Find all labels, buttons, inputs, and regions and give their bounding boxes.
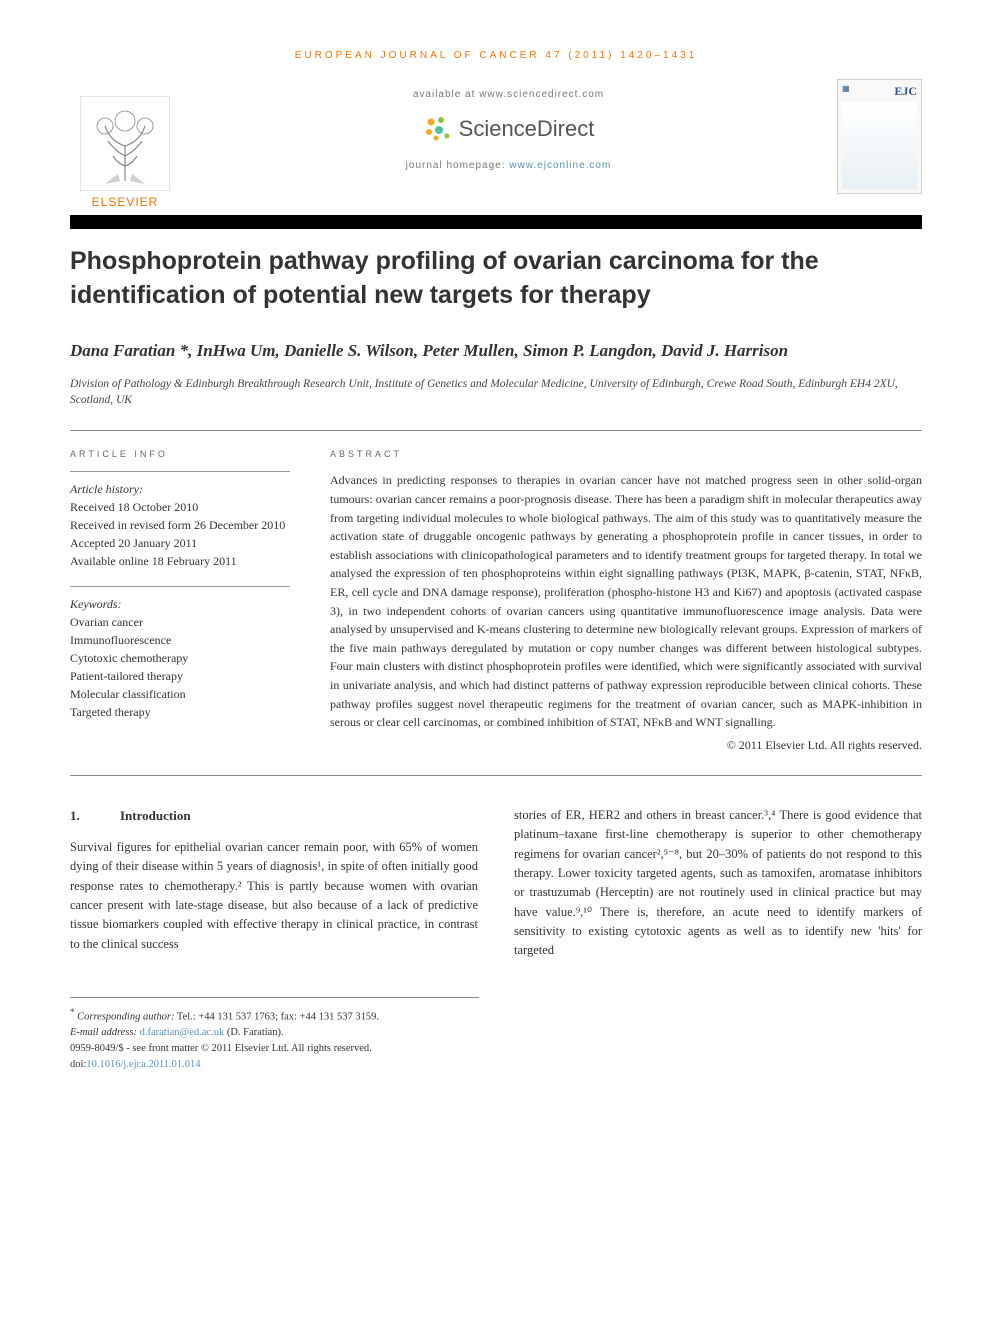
- section-number: 1.: [70, 806, 120, 826]
- homepage-label: journal homepage:: [406, 160, 510, 171]
- journal-cover-thumbnail: ▦ EJC: [837, 79, 922, 194]
- cover-image-placeholder: [842, 102, 917, 189]
- doi-link[interactable]: 10.1016/j.ejca.2011.01.014: [86, 1059, 200, 1070]
- body-columns: 1.Introduction Survival figures for epit…: [70, 806, 922, 961]
- corr-text: Tel.: +44 131 537 1763; fax: +44 131 537…: [174, 1011, 379, 1022]
- email-label: E-mail address:: [70, 1027, 140, 1038]
- doi-label: doi:: [70, 1059, 86, 1070]
- elsevier-label: ELSEVIER: [92, 195, 159, 209]
- intro-paragraph-2: stories of ER, HER2 and others in breast…: [514, 806, 922, 961]
- intro-paragraph-1: Survival figures for epithelial ovarian …: [70, 838, 478, 954]
- journal-homepage: journal homepage: www.ejconline.com: [198, 160, 819, 171]
- available-at-text: available at www.sciencedirect.com: [198, 89, 819, 100]
- abstract-label: ABSTRACT: [330, 449, 922, 459]
- authors-text: Dana Faratian *, InHwa Um, Danielle S. W…: [70, 341, 788, 360]
- history-online: Available online 18 February 2011: [70, 554, 237, 568]
- cover-ejc-label: EJC: [894, 84, 917, 99]
- affiliation: Division of Pathology & Edinburgh Breakt…: [70, 376, 922, 408]
- email-line: E-mail address: d.faratian@ed.ac.uk (D. …: [70, 1025, 479, 1041]
- keyword: Patient-tailored therapy: [70, 669, 183, 683]
- divider: [70, 775, 922, 776]
- abstract-column: ABSTRACT Advances in predicting response…: [330, 449, 922, 752]
- journal-page: EUROPEAN JOURNAL OF CANCER 47 (2011) 142…: [0, 0, 992, 1112]
- keyword: Ovarian cancer: [70, 615, 143, 629]
- body-col-left: 1.Introduction Survival figures for epit…: [70, 806, 478, 961]
- sciencedirect-logo: ScienceDirect: [198, 114, 819, 144]
- history-received: Received 18 October 2010: [70, 500, 198, 514]
- corresponding-author: * Corresponding author: Tel.: +44 131 53…: [70, 1006, 479, 1025]
- homepage-link[interactable]: www.ejconline.com: [509, 160, 611, 171]
- journal-reference: EUROPEAN JOURNAL OF CANCER 47 (2011) 142…: [70, 50, 922, 61]
- doi-line: doi:10.1016/j.ejca.2011.01.014: [70, 1057, 479, 1073]
- article-title: Phosphoprotein pathway profiling of ovar…: [70, 245, 922, 313]
- history-accepted: Accepted 20 January 2011: [70, 536, 197, 550]
- copyright-line: © 2011 Elsevier Ltd. All rights reserved…: [330, 738, 922, 753]
- header-block: ELSEVIER available at www.sciencedirect.…: [70, 79, 922, 209]
- email-link[interactable]: d.faratian@ed.ac.uk: [140, 1027, 225, 1038]
- history-revised: Received in revised form 26 December 201…: [70, 518, 285, 532]
- sciencedirect-block: available at www.sciencedirect.com Scien…: [198, 79, 819, 171]
- sd-brand-text: ScienceDirect: [459, 116, 595, 142]
- keyword: Molecular classification: [70, 687, 186, 701]
- article-info-label: ARTICLE INFO: [70, 449, 290, 459]
- sd-dots-icon: [423, 114, 453, 144]
- keyword: Targeted therapy: [70, 705, 151, 719]
- section-title: Introduction: [120, 808, 191, 823]
- keyword: Cytotoxic chemotherapy: [70, 651, 188, 665]
- elsevier-logo: ELSEVIER: [70, 79, 180, 209]
- keyword: Immunofluorescence: [70, 633, 171, 647]
- article-history: Article history: Received 18 October 201…: [70, 471, 290, 570]
- article-info-column: ARTICLE INFO Article history: Received 1…: [70, 449, 290, 752]
- email-name: (D. Faratian).: [224, 1027, 283, 1038]
- corr-label: Corresponding author:: [77, 1011, 174, 1022]
- body-col-right: stories of ER, HER2 and others in breast…: [514, 806, 922, 961]
- abstract-text: Advances in predicting responses to ther…: [330, 471, 922, 731]
- info-abstract-row: ARTICLE INFO Article history: Received 1…: [70, 449, 922, 752]
- issn-line: 0959-8049/$ - see front matter © 2011 El…: [70, 1041, 479, 1057]
- divider-bar: [70, 215, 922, 229]
- elsevier-tree-icon: [80, 96, 170, 191]
- keywords-label: Keywords:: [70, 597, 122, 611]
- history-label: Article history:: [70, 482, 143, 496]
- footnotes: * Corresponding author: Tel.: +44 131 53…: [70, 997, 479, 1073]
- cover-mark-icon: ▦: [842, 84, 850, 99]
- divider: [70, 430, 922, 431]
- keywords-block: Keywords: Ovarian cancer Immunofluoresce…: [70, 586, 290, 721]
- author-list: Dana Faratian *, InHwa Um, Danielle S. W…: [70, 339, 922, 363]
- section-heading: 1.Introduction: [70, 806, 478, 826]
